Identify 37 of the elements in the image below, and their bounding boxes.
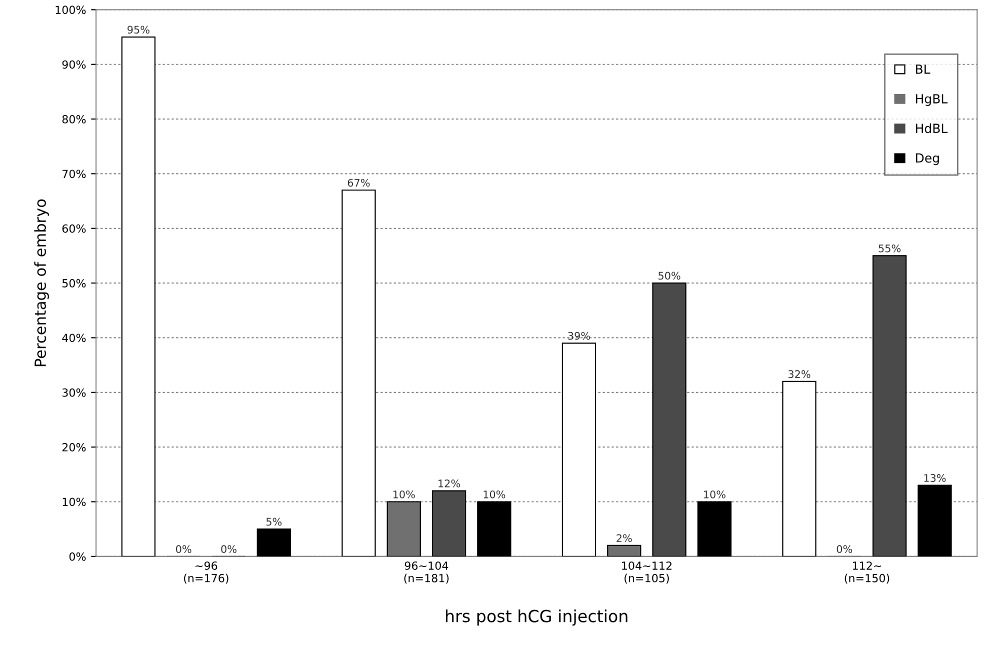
x-tick-label: 112~ (n=150) bbox=[844, 561, 890, 584]
legend-label: BL bbox=[916, 64, 930, 74]
data-label: 32% bbox=[788, 370, 810, 378]
data-label: 39% bbox=[568, 332, 590, 340]
x-axis-title: hrs post hCG injection bbox=[446, 609, 628, 626]
data-label: 55% bbox=[878, 244, 901, 252]
data-label: 10% bbox=[484, 490, 506, 498]
x-tick-label: ~96 (n=176) bbox=[184, 561, 228, 584]
data-label: 50% bbox=[658, 272, 680, 280]
y-tick-label: 70% bbox=[62, 170, 86, 178]
legend-label: HgBL bbox=[916, 94, 948, 106]
y-tick-label: 30% bbox=[62, 388, 86, 397]
x-tick-label: 104~112 (n=105) bbox=[622, 561, 672, 584]
data-label: 0% bbox=[221, 545, 236, 554]
y-tick-label: 50% bbox=[62, 279, 86, 288]
data-label: 2% bbox=[616, 534, 632, 542]
data-label: 5% bbox=[266, 518, 282, 526]
data-label: 95% bbox=[128, 26, 150, 34]
data-label: 0% bbox=[836, 545, 852, 554]
y-tick-label: 100% bbox=[56, 6, 86, 14]
data-label: 12% bbox=[438, 480, 460, 488]
y-tick-label: 90% bbox=[62, 60, 86, 69]
data-label: 0% bbox=[176, 545, 192, 554]
y-axis-title: Percentage of embryo bbox=[34, 199, 49, 366]
y-tick-label: 80% bbox=[62, 115, 86, 124]
y-tick-label: 0% bbox=[69, 552, 86, 561]
y-tick-label: 60% bbox=[62, 224, 86, 233]
y-tick-label: 10% bbox=[62, 498, 86, 506]
data-label: 13% bbox=[924, 474, 946, 482]
y-tick-label: 20% bbox=[62, 443, 86, 452]
data-label: 10% bbox=[704, 490, 726, 498]
legend-label: HdBL bbox=[916, 123, 948, 134]
data-label: 10% bbox=[393, 490, 415, 498]
y-tick-label: 40% bbox=[62, 334, 86, 342]
data-label: 67% bbox=[348, 178, 370, 187]
legend-label: Deg bbox=[916, 153, 939, 166]
x-tick-label: 96~104 (n=181) bbox=[404, 561, 449, 584]
